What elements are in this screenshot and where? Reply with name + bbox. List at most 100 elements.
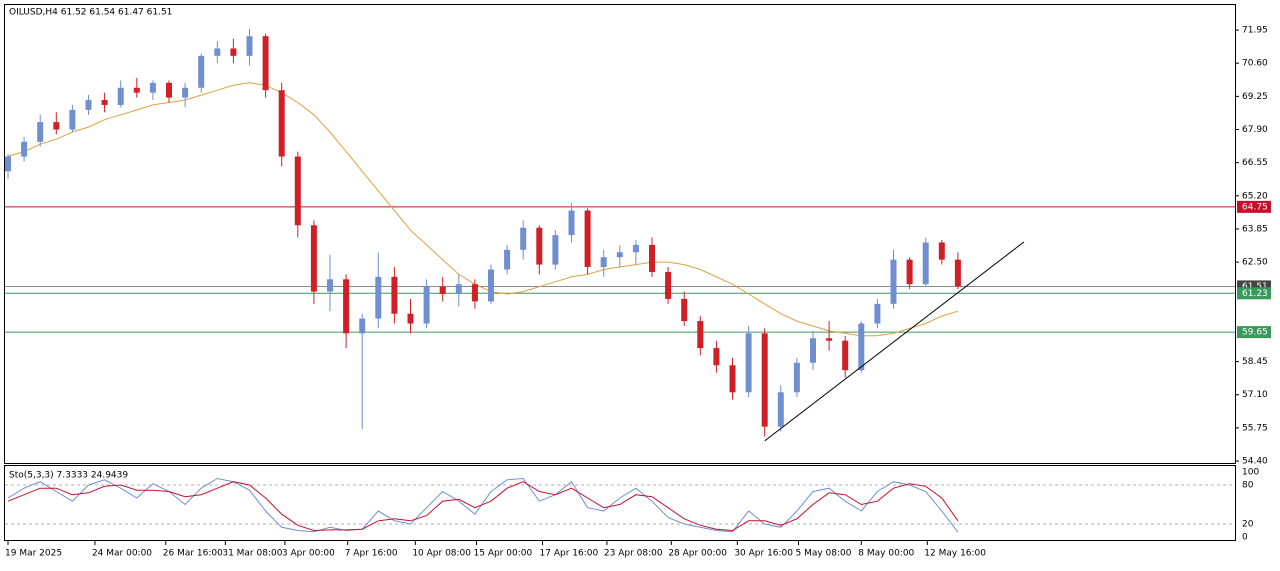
- level-label: 64.75: [1242, 202, 1268, 212]
- x-tick-label: 19 Mar 2025: [5, 549, 62, 559]
- candle-body: [423, 286, 430, 324]
- y-tick-label: 66.55: [1242, 158, 1268, 168]
- y-tick-label: 62.50: [1242, 258, 1268, 268]
- level-label: 59.65: [1242, 328, 1268, 338]
- y-tick-label: 69.25: [1242, 92, 1268, 102]
- x-tick-label: 12 May 16:00: [924, 549, 986, 559]
- candle-body: [922, 242, 929, 285]
- candle-body: [488, 269, 494, 302]
- candle-body: [954, 259, 961, 287]
- candle-body: [278, 90, 285, 157]
- candle-body: [407, 313, 414, 324]
- x-tick-label: 23 Apr 08:00: [604, 549, 663, 559]
- candle-body: [310, 225, 317, 292]
- candle-body: [182, 87, 189, 98]
- candle-body: [600, 257, 607, 268]
- candle-body: [713, 348, 720, 366]
- candle-body: [536, 227, 543, 265]
- candle-body: [246, 36, 253, 56]
- candle-body: [552, 235, 559, 265]
- candle-body: [632, 244, 639, 253]
- y-tick-label: 67.90: [1242, 125, 1268, 135]
- candle-body: [842, 340, 849, 371]
- main-panel: [4, 4, 1236, 464]
- y-tick-label: 70.60: [1242, 59, 1268, 69]
- x-tick-label: 3 Apr 00:00: [282, 549, 335, 559]
- level-badge: [1237, 200, 1271, 213]
- stoch-tick-label: 20: [1242, 520, 1254, 530]
- x-tick-label: 5 May 08:00: [796, 549, 852, 559]
- moving-average: [7, 82, 959, 337]
- candle-body: [69, 109, 76, 130]
- stoch-tick-label: 80: [1242, 480, 1254, 490]
- candle-body: [166, 82, 172, 98]
- candle-body: [761, 333, 768, 427]
- x-tick-label: 7 Apr 16:00: [345, 549, 398, 559]
- x-tick-label: 26 Mar 16:00: [163, 549, 223, 559]
- candle-body: [133, 87, 140, 93]
- trendline: [764, 241, 1025, 442]
- candle-body: [520, 227, 527, 250]
- x-tick-label: 28 Apr 00:00: [668, 549, 727, 559]
- candle-body: [810, 338, 816, 363]
- candle-body: [294, 156, 301, 226]
- candle-body: [471, 284, 478, 302]
- candle-body: [53, 122, 60, 130]
- chart-title: OILUSD,H4 61.52 61.54 61.47 61.51: [9, 8, 172, 18]
- candle-body: [327, 279, 333, 292]
- candle-body: [584, 210, 591, 268]
- stoch-signal: [7, 481, 959, 532]
- candle-body: [37, 122, 44, 142]
- candle-body: [697, 321, 704, 349]
- candle-body: [681, 298, 688, 322]
- candle-body: [938, 242, 945, 260]
- candle-body: [21, 141, 28, 157]
- candle-body: [262, 36, 269, 91]
- candle-body: [874, 303, 881, 324]
- stoch-panel: [4, 465, 1236, 541]
- y-tick-label: 65.20: [1242, 191, 1268, 201]
- candle-body: [117, 87, 124, 105]
- x-tick-label: 10 Apr 08:00: [412, 549, 471, 559]
- candle-body: [504, 249, 511, 270]
- candle-body: [149, 82, 156, 93]
- stoch-tick-label: 100: [1242, 467, 1259, 477]
- y-tick-label: 71.95: [1242, 26, 1268, 36]
- candle-body: [729, 365, 736, 393]
- y-tick-label: 58.45: [1242, 357, 1268, 367]
- stoch-tick-label: 0: [1242, 533, 1248, 543]
- candle-body: [101, 100, 108, 105]
- candle-body: [826, 338, 833, 341]
- level-label: 61.23: [1242, 289, 1268, 299]
- x-tick-label: 30 Apr 16:00: [734, 549, 793, 559]
- candle-body: [568, 210, 575, 236]
- candle-body: [5, 156, 11, 172]
- candle-body: [214, 48, 221, 56]
- candle-body: [359, 318, 366, 334]
- candle-body: [616, 252, 623, 258]
- candle-body: [745, 333, 752, 393]
- x-tick-label: 17 Apr 16:00: [540, 549, 599, 559]
- candle-body: [198, 55, 205, 88]
- level-badge: [1237, 287, 1271, 300]
- x-tick-label: 24 Mar 00:00: [92, 549, 152, 559]
- candle-body: [391, 276, 398, 314]
- candle-body: [375, 276, 382, 319]
- y-tick-label: 63.85: [1242, 224, 1268, 234]
- stoch-main: [7, 477, 959, 533]
- candle-body: [649, 244, 655, 272]
- candle-body: [85, 100, 92, 110]
- y-tick-label: 54.40: [1242, 457, 1268, 467]
- level-badge: [1237, 326, 1271, 339]
- candle-body: [890, 259, 897, 304]
- candle-body: [777, 392, 784, 427]
- level-label: 61.51: [1242, 282, 1268, 292]
- candle-body: [230, 48, 237, 56]
- candle-body: [439, 286, 446, 295]
- candle-body: [343, 279, 350, 334]
- x-tick-label: 8 May 00:00: [858, 549, 914, 559]
- indicator-label: Sto(5,3,3) 7.3333 24.9439: [9, 471, 128, 481]
- candle-body: [793, 362, 800, 393]
- y-tick-label: 55.75: [1242, 423, 1268, 433]
